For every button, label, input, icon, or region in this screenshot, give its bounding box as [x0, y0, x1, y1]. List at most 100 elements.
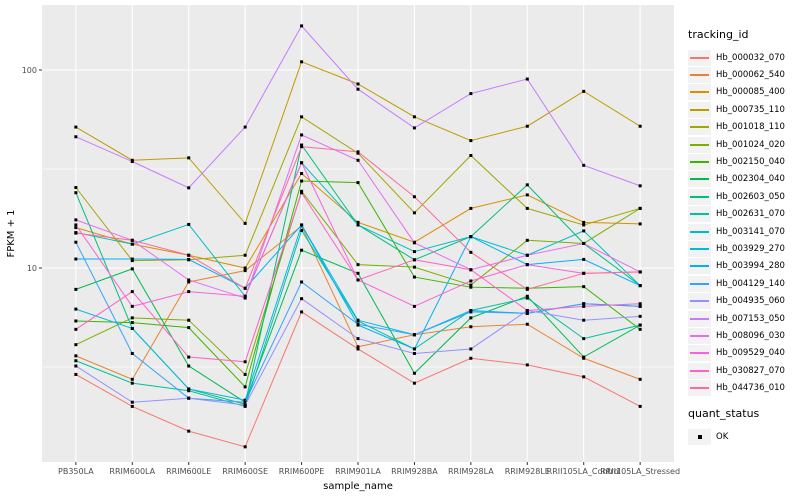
data-point [412, 250, 416, 254]
legend-key-line [690, 143, 709, 146]
y-axis-title: FPKM + 1 [6, 209, 17, 257]
legend-key-line [690, 247, 709, 250]
x-tick-label: RRIM928LE [505, 467, 550, 476]
data-point [130, 259, 134, 263]
data-point [74, 191, 78, 195]
legend-title-quant-status: quant_status [688, 406, 760, 420]
legend-key-Hb_003994_280 [688, 258, 711, 275]
data-point [638, 206, 642, 210]
data-point [469, 356, 473, 360]
legend-item-Hb_001024_020: Hb_001024_020 [688, 136, 798, 153]
data-point [74, 135, 78, 139]
data-point [582, 229, 586, 233]
data-point [356, 220, 360, 224]
legend-item-Hb_002150_040: Hb_002150_040 [688, 153, 798, 171]
data-point [187, 396, 191, 400]
data-point [356, 278, 360, 282]
series-points-Hb_000032_070 [74, 310, 642, 449]
data-point [300, 248, 304, 252]
legend-item-Hb_000085_400: Hb_000085_400 [688, 84, 798, 101]
data-point [582, 318, 586, 322]
legend-label: Hb_009529_040 [716, 348, 785, 359]
data-point [525, 287, 529, 291]
data-point [130, 321, 134, 325]
data-point [412, 304, 416, 308]
data-point [130, 242, 134, 246]
data-point [74, 307, 78, 311]
data-point [525, 77, 529, 81]
black-square-point-icon [697, 434, 702, 439]
data-point [582, 302, 586, 306]
legend-item-Hb_001018_110: Hb_001018_110 [688, 119, 798, 136]
legend-item-Hb_030827_070: Hb_030827_070 [688, 362, 798, 379]
legend-key-Hb_030827_070 [688, 362, 711, 379]
data-point [187, 326, 191, 330]
data-point [582, 304, 586, 308]
data-point [74, 287, 78, 291]
data-point [356, 322, 360, 326]
data-point [74, 218, 78, 222]
legend-key-line [690, 317, 709, 320]
data-point [469, 347, 473, 351]
data-point [300, 161, 304, 165]
data-point [243, 269, 247, 273]
data-point [469, 268, 473, 272]
legend-item-Hb_003929_270: Hb_003929_270 [688, 240, 798, 257]
data-point [582, 89, 586, 93]
data-point [525, 296, 529, 300]
legend-key-Hb_003929_270 [688, 240, 711, 257]
data-point [356, 158, 360, 162]
data-point [469, 235, 473, 239]
data-point [412, 333, 416, 337]
data-point [300, 115, 304, 119]
data-point [638, 284, 642, 288]
data-point [525, 263, 529, 267]
data-point [469, 279, 473, 283]
data-point [525, 322, 529, 326]
legend-label: Hb_000085_400 [716, 87, 785, 98]
data-point [412, 265, 416, 269]
data-point [130, 267, 134, 271]
legend-item-Hb_003994_280: Hb_003994_280 [688, 258, 798, 275]
legend-item-quant-OK: OK [688, 428, 798, 445]
legend-item-Hb_044736_010: Hb_044736_010 [688, 379, 798, 397]
data-point [638, 377, 642, 381]
data-point [582, 337, 586, 341]
data-point [582, 241, 586, 245]
legend-label: Hb_008096_030 [716, 330, 785, 341]
legend-label: Hb_004129_140 [716, 278, 785, 289]
data-point [300, 179, 304, 183]
data-point [300, 133, 304, 137]
data-point [582, 285, 586, 289]
data-point [638, 304, 642, 308]
data-point [412, 126, 416, 130]
data-point [300, 223, 304, 227]
data-point [300, 24, 304, 28]
gridlines [42, 5, 674, 462]
data-point [638, 222, 642, 226]
legend-label: Hb_030827_070 [716, 365, 785, 376]
legend-key-Hb_000062_540 [688, 67, 711, 84]
data-point [412, 258, 416, 262]
y-tick-label: 100 [22, 66, 37, 75]
legend-label: Hb_000735_110 [716, 104, 785, 115]
data-point [525, 193, 529, 197]
x-axis-title: sample_name [323, 481, 393, 492]
data-point [130, 290, 134, 294]
legend-key-line [690, 265, 709, 268]
x-tick-label: RRIM600LA [109, 467, 155, 476]
legend-item-Hb_002304_040: Hb_002304_040 [688, 171, 798, 188]
data-point [638, 270, 642, 274]
data-point [187, 429, 191, 433]
legend-key-line [690, 282, 709, 285]
data-point [74, 186, 78, 190]
legend-key-line [690, 352, 709, 355]
data-point [356, 347, 360, 351]
data-point [469, 285, 473, 289]
data-point [525, 253, 529, 257]
data-point [525, 206, 529, 210]
legend-item-Hb_008096_030: Hb_008096_030 [688, 327, 798, 344]
data-point [74, 354, 78, 358]
data-point [356, 345, 360, 349]
data-point [525, 183, 529, 187]
